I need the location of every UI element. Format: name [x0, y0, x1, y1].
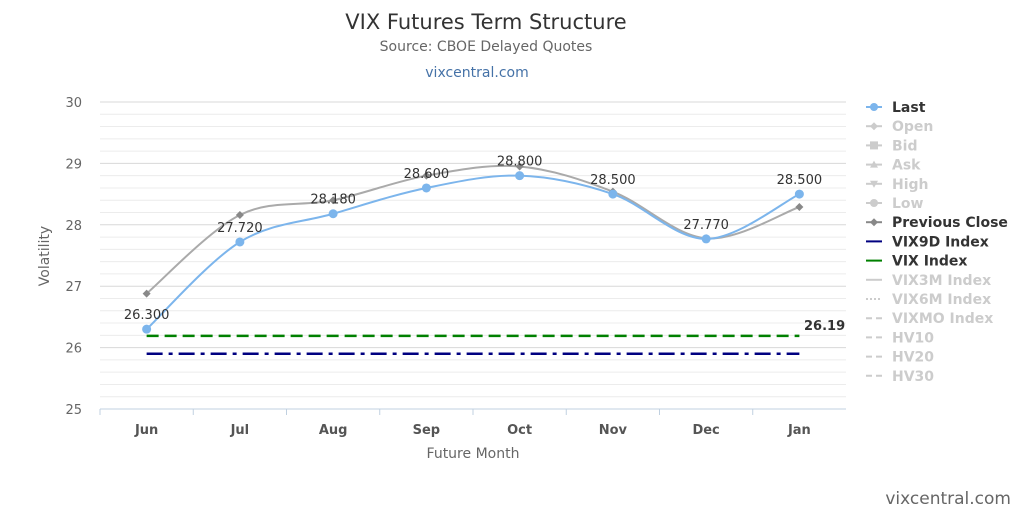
last-data-label: 28.800 [497, 155, 543, 170]
legend-item[interactable]: VIXMO Index [866, 311, 993, 327]
legend-label: HV30 [892, 369, 934, 385]
legend-label: Open [892, 119, 933, 135]
legend-label: HV10 [892, 330, 934, 346]
x-axis-title: Future Month [427, 446, 520, 462]
legend-marker [870, 199, 878, 207]
legend-item[interactable]: VIX6M Index [866, 292, 991, 308]
legend-item[interactable]: Bid [866, 138, 918, 154]
last-point[interactable] [701, 234, 711, 244]
plot-grid [100, 101, 846, 410]
legend-item[interactable]: HV30 [866, 369, 934, 385]
vixcentral-link[interactable]: vixcentral.com [425, 65, 528, 81]
legend-item[interactable]: Ask [866, 158, 921, 174]
legend-label: Last [892, 100, 926, 116]
legend-marker [870, 160, 878, 168]
previous-close-point[interactable] [235, 210, 244, 219]
legend-item[interactable]: VIX9D Index [866, 234, 989, 250]
legend-item[interactable]: HV10 [866, 330, 934, 346]
x-tick-label: Sep [413, 423, 441, 438]
last-data-label: 28.500 [590, 173, 636, 188]
y-tick-label: 26 [65, 342, 82, 357]
last-point[interactable] [142, 324, 152, 334]
last-data-label: 27.770 [683, 218, 729, 233]
previous-close-point[interactable] [515, 162, 524, 171]
legend-label: VIX3M Index [892, 273, 991, 289]
legend-label: Low [892, 196, 924, 212]
legend-marker [870, 141, 878, 150]
legend-item[interactable]: Open [866, 119, 933, 135]
x-tick-label: Nov [599, 423, 628, 438]
previous-close-point[interactable] [422, 171, 431, 180]
legend: Last Open Bid Ask High Low Previous Close VIX9D… [866, 100, 1008, 385]
watermark: vixcentral.com [885, 489, 1011, 509]
x-tick-label: Dec [692, 423, 719, 438]
x-tick-label: Aug [319, 423, 348, 438]
last-data-label: 28.180 [310, 193, 356, 208]
legend-item[interactable]: HV20 [866, 350, 934, 366]
legend-item[interactable]: VIX3M Index [866, 273, 991, 289]
x-tick-label: Oct [507, 423, 532, 438]
legend-marker [870, 103, 878, 111]
legend-marker [870, 122, 878, 131]
last-point[interactable] [608, 189, 618, 199]
legend-label: High [892, 177, 929, 193]
legend-label: VIX6M Index [892, 292, 991, 308]
legend-item[interactable]: Last [866, 100, 926, 116]
x-axis-ticks: Jun Jul Aug Sep Oct Nov Dec Jan [99, 409, 811, 438]
x-tick-label: Jan [787, 423, 811, 438]
legend-marker [870, 218, 878, 227]
legend-item[interactable]: Previous Close [866, 215, 1008, 231]
y-tick-label: 29 [65, 157, 82, 172]
legend-label: VIX Index [892, 254, 967, 270]
legend-label: VIX9D Index [892, 234, 989, 250]
last-point[interactable] [235, 237, 245, 247]
legend-label: HV20 [892, 350, 934, 366]
y-axis-title: Volatility [37, 226, 53, 286]
last-point[interactable] [421, 183, 431, 193]
reference-lines: 26.19 [146, 319, 845, 355]
series-group: 26.300 27.720 28.180 28.600 28.800 28.500 27.7… [124, 155, 822, 334]
y-tick-label: 30 [65, 96, 82, 111]
last-data-label: 27.720 [217, 221, 263, 236]
legend-item[interactable]: VIX Index [866, 254, 967, 270]
legend-label: Ask [892, 158, 921, 174]
legend-marker [870, 180, 878, 188]
legend-label: Bid [892, 138, 918, 154]
y-axis-ticks: 25 26 27 28 29 30 [65, 96, 82, 418]
legend-item[interactable]: High [866, 177, 929, 193]
last-data-label: 28.600 [404, 167, 450, 182]
legend-label: Previous Close [892, 215, 1008, 231]
last-data-label: 28.500 [777, 173, 823, 188]
y-tick-label: 27 [65, 280, 82, 295]
last-point[interactable] [794, 189, 804, 199]
last-line [145, 174, 800, 330]
previous-close-point[interactable] [142, 289, 151, 298]
legend-item[interactable]: Low [866, 196, 924, 212]
last-point[interactable] [328, 209, 338, 219]
previous-close-point[interactable] [795, 202, 804, 211]
reference-line-label: 26.19 [804, 319, 845, 334]
last-point[interactable] [515, 171, 525, 181]
x-tick-label: Jul [230, 423, 250, 438]
previous-close-point[interactable] [329, 196, 338, 205]
last-data-label: 26.300 [124, 308, 170, 323]
chart-title: VIX Futures Term Structure [345, 10, 626, 34]
y-tick-label: 28 [65, 219, 82, 234]
chart-subtitle: Source: CBOE Delayed Quotes [380, 39, 593, 55]
y-tick-label: 25 [65, 403, 82, 418]
x-tick-label: Jun [134, 423, 158, 438]
legend-label: VIXMO Index [892, 311, 993, 327]
